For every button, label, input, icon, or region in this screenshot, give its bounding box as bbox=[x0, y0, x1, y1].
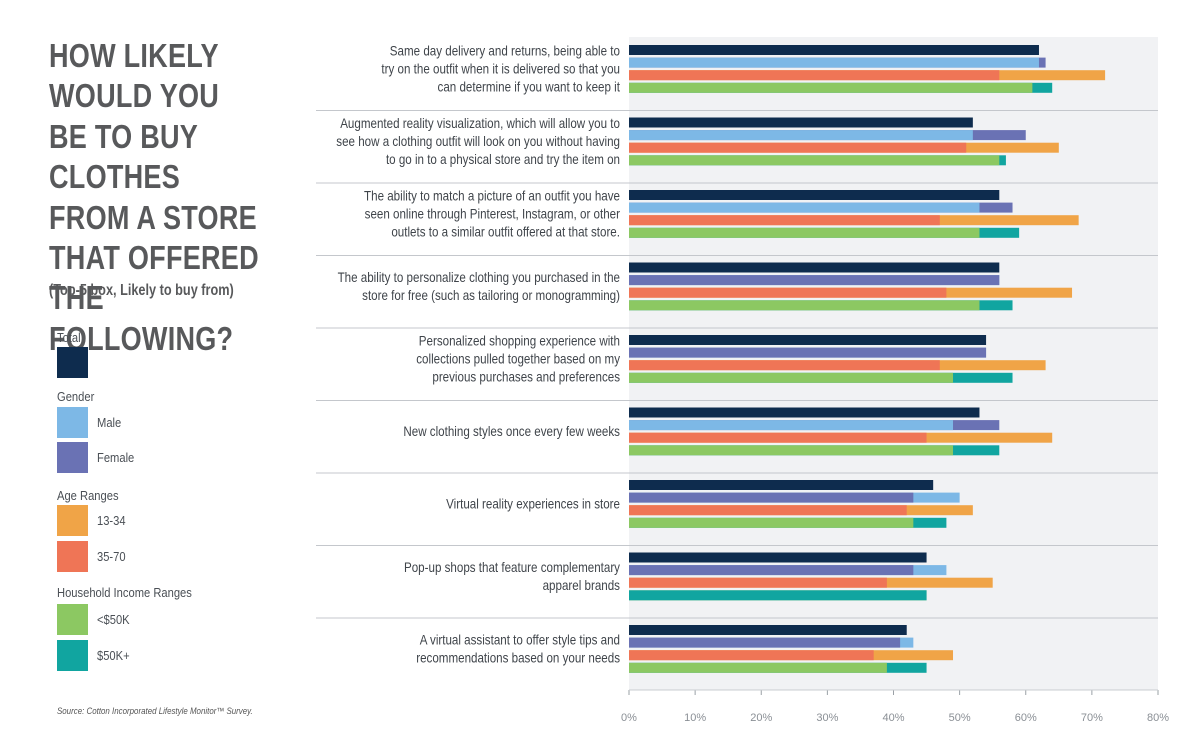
x-tick-label: 40% bbox=[882, 712, 904, 724]
legend-swatch bbox=[57, 442, 88, 473]
bar-total bbox=[629, 117, 973, 128]
legend-label: 35-70 bbox=[97, 549, 126, 564]
category-label: The ability to personalize clothing you … bbox=[338, 270, 620, 303]
x-tick-label: 60% bbox=[1015, 712, 1037, 724]
x-tick-label: 0% bbox=[621, 712, 637, 724]
legend-swatch bbox=[57, 640, 88, 671]
bar-3570 bbox=[629, 70, 1000, 81]
category-label-line: collections pulled together based on my bbox=[416, 352, 620, 367]
category-label-line: Pop-up shops that feature complementary bbox=[404, 560, 621, 575]
bar-3570 bbox=[629, 360, 940, 371]
bar-3570 bbox=[629, 432, 927, 443]
x-tick-label: 80% bbox=[1147, 712, 1169, 724]
bar-50k bbox=[629, 300, 980, 311]
bar-total bbox=[629, 480, 934, 490]
category-label: A virtual assistant to offer style tips … bbox=[416, 633, 620, 666]
chart-subtitle: (Top-5 box, Likely to buy from) bbox=[49, 282, 234, 299]
category-label-line: see how a clothing outfit will look on y… bbox=[336, 134, 620, 149]
category-label-line: to go in to a physical store and try the… bbox=[386, 152, 620, 167]
bar-total bbox=[629, 625, 907, 635]
bar-female bbox=[629, 275, 1000, 286]
bar-3570 bbox=[629, 215, 940, 226]
legend-swatch bbox=[57, 407, 88, 438]
category-label-line: The ability to match a picture of an out… bbox=[364, 189, 620, 204]
category-label-line: recommendations based on your needs bbox=[416, 651, 620, 666]
x-tick-label: 10% bbox=[684, 712, 706, 724]
category-label-line: The ability to personalize clothing you … bbox=[338, 270, 620, 285]
legend-label: Male bbox=[97, 415, 122, 430]
x-tick-label: 70% bbox=[1081, 712, 1103, 724]
x-tick-label: 30% bbox=[816, 712, 838, 724]
bar-50k bbox=[629, 227, 980, 238]
legend-heading: Total bbox=[57, 330, 81, 345]
bar-3570 bbox=[629, 650, 874, 661]
bar-total bbox=[629, 335, 987, 345]
bar-female bbox=[629, 565, 914, 576]
category-label-line: seen online through Pinterest, Instagram… bbox=[365, 207, 620, 222]
legend-swatch bbox=[57, 505, 88, 536]
category-label-line: Personalized shopping experience with bbox=[419, 334, 620, 349]
bar-total bbox=[629, 262, 1000, 273]
source-note: Source: Cotton Incorporated Lifestyle Mo… bbox=[57, 706, 253, 716]
bar-female bbox=[629, 492, 914, 503]
category-label-line: Same day delivery and returns, being abl… bbox=[390, 44, 620, 59]
bar-50k bbox=[629, 155, 1000, 166]
legend-heading: Gender bbox=[57, 389, 95, 404]
bar-50k bbox=[629, 662, 887, 673]
category-label-line: New clothing styles once every few weeks bbox=[403, 424, 620, 439]
category-label-line: previous purchases and preferences bbox=[432, 370, 620, 385]
bar-female bbox=[629, 637, 901, 648]
category-label: Augmented reality visualization, which w… bbox=[336, 116, 620, 167]
bar-male bbox=[629, 57, 1039, 68]
category-label-line: can determine if you want to keep it bbox=[438, 80, 621, 95]
bar-total bbox=[629, 552, 927, 563]
legend-label: 13-34 bbox=[97, 513, 126, 528]
category-label-line: A virtual assistant to offer style tips … bbox=[420, 633, 620, 648]
x-tick-label: 20% bbox=[750, 712, 772, 724]
legend-swatch bbox=[57, 347, 88, 378]
bar-50k bbox=[629, 82, 1033, 93]
legend-swatch bbox=[57, 604, 88, 635]
category-label: New clothing styles once every few weeks bbox=[403, 424, 620, 439]
category-label: The ability to match a picture of an out… bbox=[364, 189, 620, 240]
category-label: Virtual reality experiences in store bbox=[446, 497, 620, 512]
category-label: Personalized shopping experience with col… bbox=[416, 334, 620, 385]
category-label-line: Augmented reality visualization, which w… bbox=[340, 116, 620, 131]
x-tick-label: 50% bbox=[949, 712, 971, 724]
category-label-line: apparel brands bbox=[543, 578, 620, 593]
bar-male bbox=[629, 202, 980, 213]
legend-heading: Household Income Ranges bbox=[57, 585, 192, 600]
category-label: Same day delivery and returns, being abl… bbox=[381, 44, 620, 95]
bar-3570 bbox=[629, 577, 887, 588]
category-label-line: store for free (such as tailoring or mon… bbox=[362, 288, 620, 303]
category-label-line: try on the outfit when it is delivered s… bbox=[381, 62, 620, 77]
bar-50k bbox=[629, 590, 927, 601]
bar-female bbox=[629, 347, 987, 358]
legend-swatch bbox=[57, 541, 88, 572]
bar-total bbox=[629, 190, 1000, 200]
legend-label: <$50K bbox=[97, 612, 130, 627]
bar-3570 bbox=[629, 505, 907, 516]
category-label-line: Virtual reality experiences in store bbox=[446, 497, 620, 512]
bar-male bbox=[629, 420, 954, 431]
bar-3570 bbox=[629, 142, 967, 153]
bar-50k bbox=[629, 372, 954, 383]
bar-total bbox=[629, 407, 980, 418]
bar-3570 bbox=[629, 287, 947, 298]
category-label: Pop-up shops that feature complementary a… bbox=[404, 560, 621, 593]
bar-50k bbox=[629, 445, 954, 456]
legend-heading: Age Ranges bbox=[57, 488, 119, 503]
left-panel: HOW LIKELY WOULD YOU BE TO BUY CLOTHES F… bbox=[0, 0, 300, 747]
bar-total bbox=[629, 45, 1039, 55]
legend-label: Female bbox=[97, 450, 135, 465]
legend-label: $50K+ bbox=[97, 648, 130, 663]
bar-male bbox=[629, 130, 973, 141]
bar-50k bbox=[629, 517, 914, 528]
category-label-line: outlets to a similar outfit offered at t… bbox=[391, 225, 620, 240]
